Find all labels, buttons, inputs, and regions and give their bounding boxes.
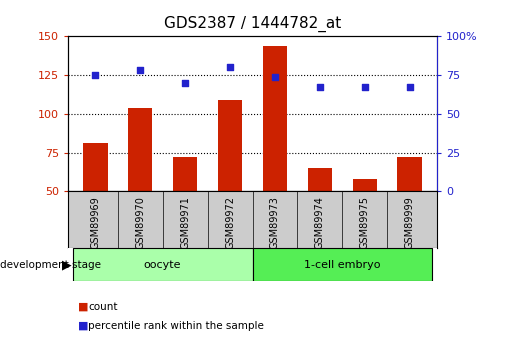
Text: ▶: ▶	[62, 258, 71, 271]
Bar	[352, 179, 377, 191]
Text: GSM89971: GSM89971	[180, 196, 190, 249]
Text: development stage: development stage	[0, 260, 101, 270]
Text: GDS2387 / 1444782_at: GDS2387 / 1444782_at	[164, 16, 341, 32]
Bar	[83, 144, 108, 191]
Text: count: count	[88, 302, 118, 312]
Bar	[397, 157, 422, 191]
Bar	[252, 248, 432, 281]
Point	[181, 80, 189, 86]
Bar	[263, 46, 287, 191]
Text: percentile rank within the sample: percentile rank within the sample	[88, 321, 264, 331]
Bar	[128, 108, 153, 191]
Text: GSM89999: GSM89999	[405, 196, 415, 249]
Text: GSM89970: GSM89970	[135, 196, 145, 249]
Text: GSM89975: GSM89975	[360, 196, 370, 249]
Text: ■: ■	[78, 321, 89, 331]
Text: GSM89973: GSM89973	[270, 196, 280, 249]
Text: GSM89974: GSM89974	[315, 196, 325, 249]
Bar	[73, 248, 252, 281]
Text: ■: ■	[78, 302, 89, 312]
Bar	[173, 157, 197, 191]
Bar	[308, 168, 332, 191]
Bar	[218, 100, 242, 191]
Point	[226, 65, 234, 70]
Point	[271, 74, 279, 79]
Point	[136, 68, 144, 73]
Text: 1-cell embryo: 1-cell embryo	[304, 260, 381, 270]
Point	[361, 85, 369, 90]
Point	[316, 85, 324, 90]
Text: GSM89972: GSM89972	[225, 196, 235, 249]
Point	[406, 85, 414, 90]
Text: oocyte: oocyte	[144, 260, 181, 270]
Point	[91, 72, 99, 78]
Text: GSM89969: GSM89969	[90, 196, 100, 249]
